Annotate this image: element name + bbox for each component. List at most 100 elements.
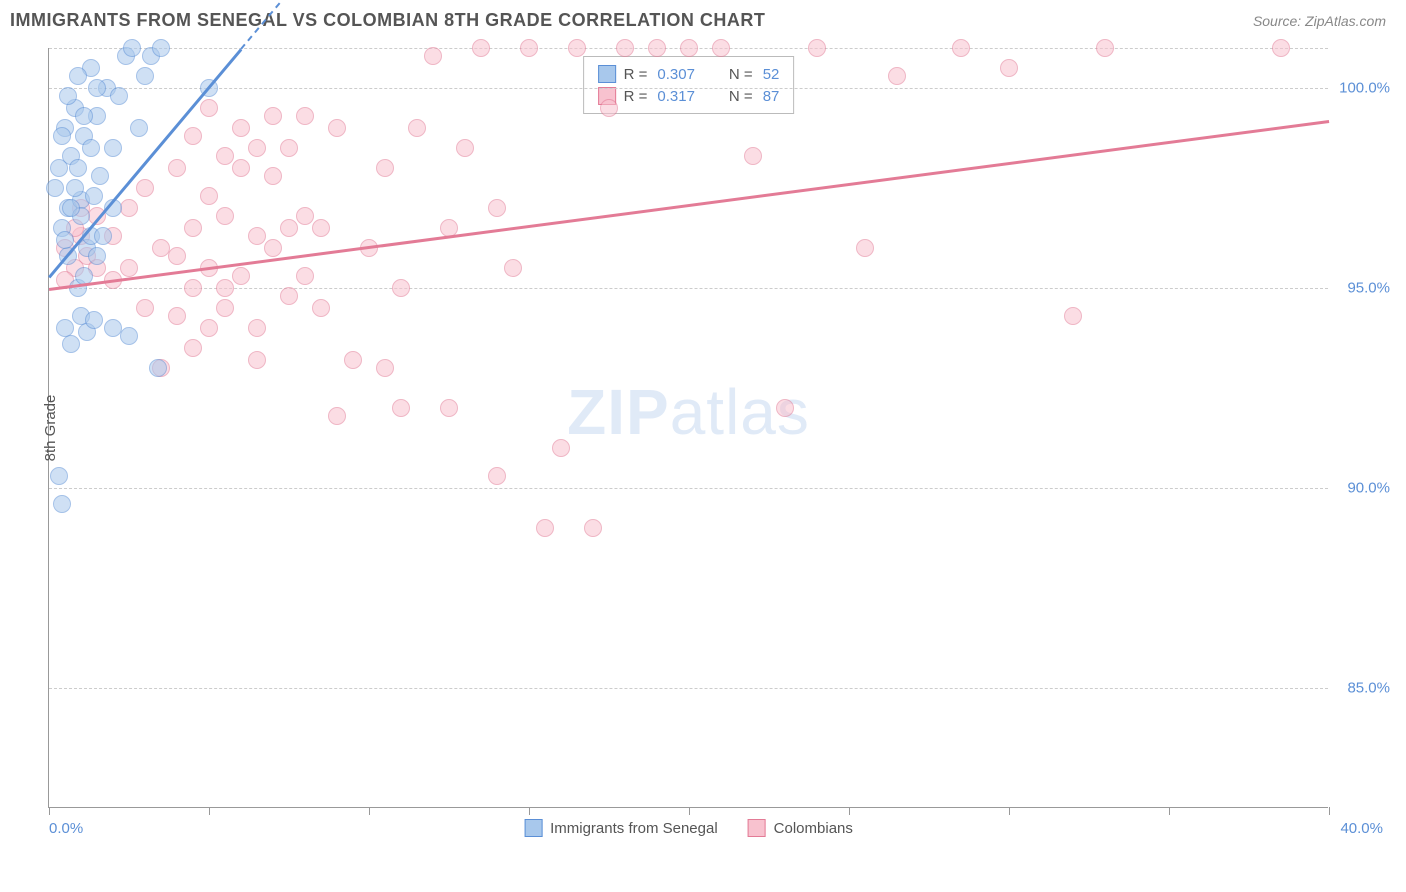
data-point-senegal <box>62 335 80 353</box>
gridline-h <box>49 488 1328 489</box>
data-point-senegal <box>82 139 100 157</box>
gridline-h <box>49 88 1328 89</box>
data-point-colombian <box>312 299 330 317</box>
data-point-senegal <box>50 467 68 485</box>
swatch-icon <box>598 65 616 83</box>
data-point-senegal <box>136 67 154 85</box>
data-point-colombian <box>280 139 298 157</box>
legend-item-senegal: Immigrants from Senegal <box>524 819 718 837</box>
data-point-colombian <box>1096 39 1114 57</box>
source-label: Source: ZipAtlas.com <box>1253 13 1386 29</box>
data-point-colombian <box>280 219 298 237</box>
data-point-colombian <box>616 39 634 57</box>
data-point-senegal <box>88 247 106 265</box>
x-tick <box>209 807 210 815</box>
data-point-colombian <box>136 299 154 317</box>
data-point-colombian <box>552 439 570 457</box>
data-point-colombian <box>184 127 202 145</box>
data-point-senegal <box>91 167 109 185</box>
series-legend: Immigrants from SenegalColombians <box>524 819 853 837</box>
data-point-colombian <box>568 39 586 57</box>
data-point-colombian <box>888 67 906 85</box>
data-point-colombian <box>216 279 234 297</box>
x-tick <box>1169 807 1170 815</box>
x-tick <box>1329 807 1330 815</box>
data-point-colombian <box>808 39 826 57</box>
data-point-colombian <box>408 119 426 137</box>
x-tick <box>689 807 690 815</box>
data-point-senegal <box>53 495 71 513</box>
data-point-colombian <box>1064 307 1082 325</box>
data-point-senegal <box>85 311 103 329</box>
data-point-colombian <box>776 399 794 417</box>
data-point-colombian <box>504 259 522 277</box>
data-point-colombian <box>424 47 442 65</box>
x-axis-max-label: 40.0% <box>1340 820 1383 837</box>
legend-row-senegal: R =0.307N =52 <box>598 63 780 85</box>
data-point-colombian <box>248 351 266 369</box>
data-point-senegal <box>53 127 71 145</box>
data-point-colombian <box>232 119 250 137</box>
data-point-colombian <box>264 239 282 257</box>
data-point-senegal <box>66 179 84 197</box>
data-point-colombian <box>376 359 394 377</box>
data-point-colombian <box>200 187 218 205</box>
data-point-colombian <box>472 39 490 57</box>
data-point-colombian <box>168 247 186 265</box>
data-point-senegal <box>104 139 122 157</box>
data-point-colombian <box>184 279 202 297</box>
data-point-colombian <box>488 467 506 485</box>
data-point-colombian <box>376 159 394 177</box>
data-point-colombian <box>200 319 218 337</box>
data-point-senegal <box>69 159 87 177</box>
data-point-colombian <box>456 139 474 157</box>
data-point-senegal <box>110 87 128 105</box>
data-point-colombian <box>392 399 410 417</box>
data-point-colombian <box>216 299 234 317</box>
data-point-colombian <box>216 147 234 165</box>
gridline-h <box>49 288 1328 289</box>
data-point-colombian <box>120 259 138 277</box>
data-point-colombian <box>1272 39 1290 57</box>
data-point-colombian <box>680 39 698 57</box>
data-point-colombian <box>440 399 458 417</box>
data-point-senegal <box>123 39 141 57</box>
data-point-colombian <box>584 519 602 537</box>
x-tick <box>849 807 850 815</box>
data-point-colombian <box>168 307 186 325</box>
data-point-colombian <box>296 207 314 225</box>
data-point-senegal <box>56 231 74 249</box>
watermark: ZIPatlas <box>567 375 810 449</box>
data-point-senegal <box>152 39 170 57</box>
data-point-senegal <box>94 227 112 245</box>
data-point-colombian <box>952 39 970 57</box>
data-point-colombian <box>248 227 266 245</box>
data-point-colombian <box>200 99 218 117</box>
data-point-colombian <box>392 279 410 297</box>
data-point-senegal <box>85 187 103 205</box>
data-point-colombian <box>328 119 346 137</box>
data-point-colombian <box>248 319 266 337</box>
data-point-colombian <box>536 519 554 537</box>
data-point-colombian <box>296 107 314 125</box>
data-point-colombian <box>1000 59 1018 77</box>
y-axis-title: 8th Grade <box>42 394 59 461</box>
data-point-colombian <box>120 199 138 217</box>
chart-title: IMMIGRANTS FROM SENEGAL VS COLOMBIAN 8TH… <box>10 10 765 31</box>
data-point-colombian <box>344 351 362 369</box>
data-point-senegal <box>46 179 64 197</box>
x-tick <box>1009 807 1010 815</box>
data-point-colombian <box>488 199 506 217</box>
data-point-colombian <box>520 39 538 57</box>
data-point-senegal <box>120 327 138 345</box>
data-point-colombian <box>168 159 186 177</box>
data-point-colombian <box>280 287 298 305</box>
data-point-senegal <box>59 87 77 105</box>
data-point-colombian <box>600 99 618 117</box>
data-point-senegal <box>75 107 93 125</box>
data-point-colombian <box>328 407 346 425</box>
data-point-senegal <box>88 79 106 97</box>
data-point-colombian <box>232 267 250 285</box>
data-point-colombian <box>312 219 330 237</box>
data-point-colombian <box>648 39 666 57</box>
